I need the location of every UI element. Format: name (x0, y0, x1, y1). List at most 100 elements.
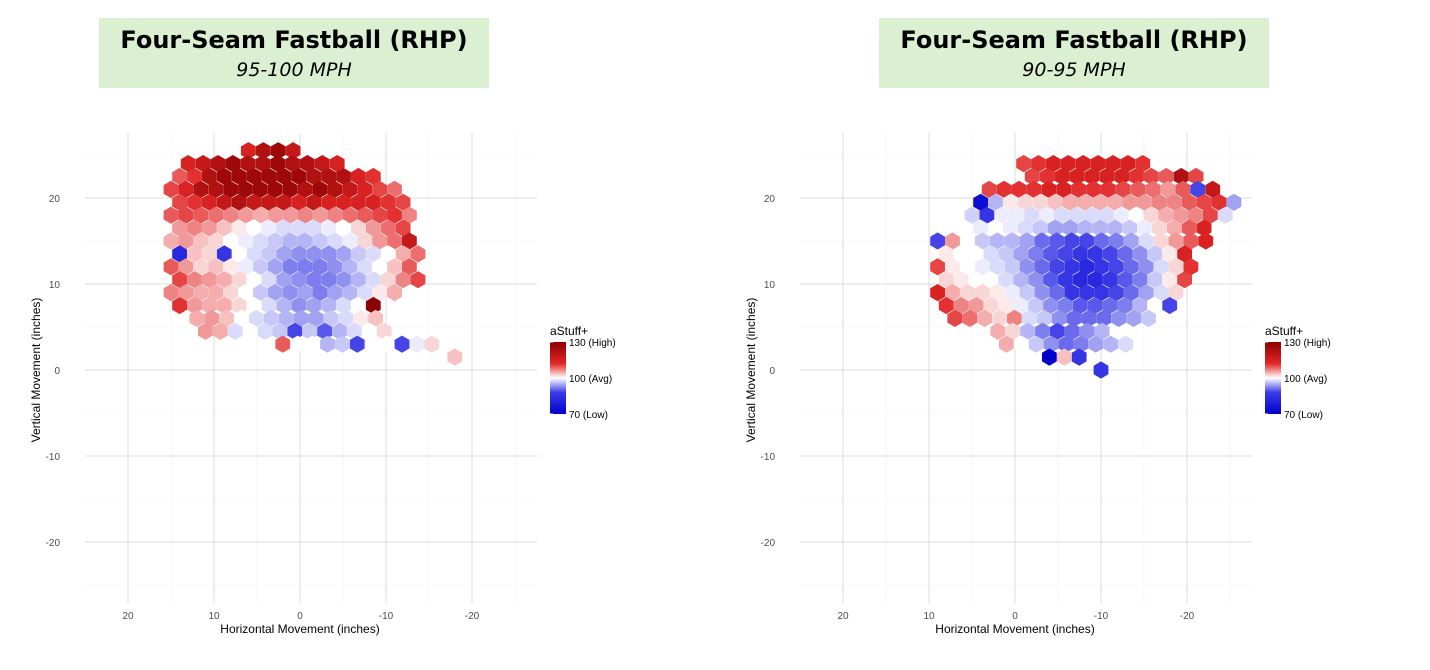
hexbin-cell (968, 245, 984, 263)
hexbin-cell (1138, 232, 1154, 250)
hexbin-cell (204, 309, 220, 327)
hexbin-cell (1084, 167, 1100, 186)
hexbin-cell (238, 180, 253, 198)
hexbin-cell (291, 296, 307, 315)
hexbin-cell (973, 193, 988, 211)
hexbin-cell (312, 284, 328, 302)
hexbin-cell (216, 271, 232, 289)
hexbin-cell (1072, 245, 1088, 263)
hexbin-cell (1103, 335, 1119, 353)
hexbin-cell (424, 335, 440, 353)
legend-title: aStuff+ (550, 324, 588, 338)
hexbin-cell (202, 296, 217, 315)
hexbin-cell (321, 245, 336, 263)
hexbin-cell (327, 258, 343, 276)
hexbin-cell (1137, 219, 1152, 237)
hexbin-cell (1162, 271, 1178, 289)
hexbin-cell (1107, 193, 1123, 211)
hexbin-cell (1153, 258, 1169, 276)
hexbin-cell (1090, 155, 1106, 173)
hexbin-cell (219, 309, 234, 327)
hexbin-cell (261, 296, 277, 315)
hexbin-cell (1162, 245, 1178, 263)
hexbin-cell (238, 284, 253, 302)
hexbin-cell (447, 348, 463, 366)
hexbin-cell (1107, 219, 1123, 237)
hexbin-cell (357, 180, 373, 198)
hexbin-cell (210, 155, 226, 173)
hexbin-cell (1042, 348, 1057, 366)
hexbin-cell (1114, 167, 1129, 186)
hexbin-cell (353, 309, 369, 327)
hexbin-cell (257, 322, 273, 340)
hexbin-cell (317, 322, 332, 340)
hexbin-cell (255, 142, 271, 160)
hexbin-cell (314, 155, 330, 173)
hexbin-cell (1049, 258, 1065, 276)
hexbin-cell (1058, 245, 1073, 263)
y-tick-label: 20 (49, 194, 61, 205)
hexbin-cell (1028, 296, 1043, 315)
hexbin-cell (223, 206, 238, 224)
hexbin-cell (1205, 180, 1221, 198)
hexbin-cell (1016, 155, 1031, 173)
hexbin-cell (380, 271, 396, 289)
hexbin-cell (1079, 258, 1094, 276)
hexbin-cell (172, 271, 187, 289)
hexbin-cell (989, 284, 1005, 302)
hexbin-cell (1024, 167, 1040, 186)
hexbin-cell (364, 335, 380, 353)
hexbin-cell (945, 232, 960, 250)
hexbin-cell (231, 167, 247, 186)
hexbin-cell (1079, 284, 1094, 302)
hexbin-cell (387, 206, 402, 224)
hexbin-cell (1019, 284, 1035, 302)
hexbin-cell (163, 232, 179, 250)
hexbin-cell (1126, 309, 1141, 327)
hexbin-cell (227, 322, 243, 340)
hexbin-cell (261, 219, 277, 237)
hexbin-cell (1135, 155, 1151, 173)
chart-panel-right: Four-Seam Fastball (RHP) 90-95 MPH 20 10 0… (715, 0, 1430, 670)
hexbin-cell (1198, 232, 1214, 250)
hexbin-cell (1101, 180, 1116, 198)
hexbin-cell (1056, 348, 1072, 366)
legend-label: 70 (Low) (569, 410, 608, 421)
x-tick-label: 0 (297, 611, 303, 622)
hexbin-cell (263, 309, 279, 327)
hexbin-cell (276, 245, 292, 263)
hexbin-cell (1196, 219, 1212, 237)
hexbin-cell (938, 245, 954, 263)
hexbin-cell (276, 296, 292, 315)
hexbin-cell (1060, 155, 1076, 173)
hexbin-cell (410, 245, 426, 263)
hexbin-cell (1123, 258, 1139, 276)
hexbin-cell (163, 284, 179, 302)
hexbin-cell (1113, 206, 1129, 224)
hexbin-cell (1013, 335, 1029, 353)
hexbin-cell (202, 271, 217, 289)
hexbin-cell (372, 180, 387, 198)
hexbin-cell (285, 142, 301, 160)
hexbin-cell (335, 335, 350, 353)
hexbin-cell (1043, 335, 1059, 353)
hexbin-cell (1072, 271, 1088, 289)
hexbin-cell (347, 322, 362, 340)
hexbin-cell (336, 296, 351, 315)
hexbin-cell (379, 335, 395, 353)
hexbin-cell (323, 309, 339, 327)
hexbin-cell (938, 271, 954, 289)
hexbin-cell (216, 219, 232, 237)
hexbin-cell (338, 309, 354, 327)
hexbin-cell (231, 296, 247, 315)
y-axis-label: Vertical Movement (inches) (29, 298, 43, 443)
hexbin-cell (195, 155, 211, 173)
hexbin-cell (297, 180, 313, 198)
hexbin-cell (1087, 296, 1103, 315)
hexbin-cell (1183, 258, 1199, 276)
hexbin-cell (368, 309, 383, 327)
hexbin-cell (351, 167, 366, 186)
hexbin-cell (255, 155, 271, 173)
hexbin-cell (216, 193, 232, 211)
hexbin-cell (983, 271, 999, 289)
